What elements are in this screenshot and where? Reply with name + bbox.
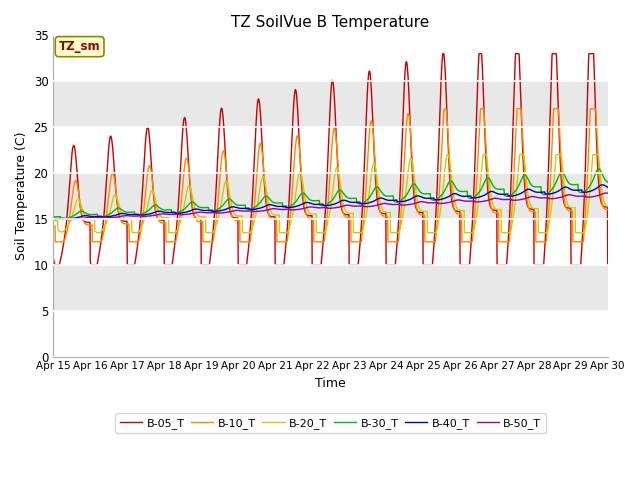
B-40_T — [49, 216, 57, 221]
Line: B-20_T: B-20_T — [53, 155, 608, 233]
B-10_T — [571, 239, 579, 245]
B-40_T — [62, 216, 70, 222]
B-10_T — [492, 210, 500, 216]
Line: B-10_T: B-10_T — [53, 109, 608, 242]
B-20_T — [359, 227, 367, 233]
B-10_T — [49, 223, 57, 229]
B-05_T — [347, 262, 355, 268]
Line: B-30_T: B-30_T — [53, 169, 608, 219]
B-50_T — [65, 216, 72, 222]
B-05_T — [571, 262, 579, 268]
B-50_T — [492, 195, 500, 201]
B-30_T — [570, 182, 578, 188]
B-30_T — [204, 204, 212, 210]
B-10_T — [556, 120, 563, 126]
B-05_T — [51, 262, 59, 268]
B-20_T — [571, 205, 579, 211]
B-30_T — [60, 216, 68, 222]
B-40_T — [492, 190, 500, 196]
B-10_T — [359, 226, 367, 232]
B-50_T — [204, 210, 212, 216]
B-20_T — [93, 230, 100, 236]
B-05_T — [49, 256, 57, 262]
B-50_T — [359, 203, 367, 209]
B-40_T — [555, 188, 563, 193]
B-05_T — [604, 262, 612, 268]
Bar — [53, 219, 608, 265]
B-40_T — [570, 187, 578, 193]
X-axis label: Time: Time — [315, 377, 346, 390]
Title: TZ SoilVue B Temperature: TZ SoilVue B Temperature — [232, 15, 429, 30]
B-40_T — [204, 207, 212, 213]
B-50_T — [555, 195, 563, 201]
Line: B-50_T: B-50_T — [53, 193, 608, 219]
B-30_T — [49, 214, 57, 220]
B-05_T — [359, 199, 367, 204]
Y-axis label: Soil Temperature (C): Soil Temperature (C) — [15, 132, 28, 260]
Bar — [53, 36, 608, 81]
B-20_T — [49, 218, 57, 224]
Bar — [53, 127, 608, 173]
B-50_T — [602, 190, 610, 196]
B-40_T — [598, 182, 606, 188]
B-20_T — [204, 230, 212, 236]
B-30_T — [492, 186, 500, 192]
B-30_T — [595, 166, 602, 172]
B-10_T — [347, 215, 355, 220]
B-20_T — [444, 152, 451, 157]
B-10_T — [440, 106, 448, 112]
Bar — [53, 311, 608, 357]
B-30_T — [604, 179, 612, 185]
B-40_T — [347, 199, 355, 205]
Line: B-40_T: B-40_T — [53, 185, 608, 219]
B-20_T — [347, 210, 355, 216]
B-50_T — [347, 203, 355, 208]
B-30_T — [555, 172, 563, 178]
Bar — [53, 173, 608, 219]
B-50_T — [604, 190, 612, 196]
B-50_T — [49, 216, 57, 222]
B-05_T — [204, 262, 212, 268]
Bar — [53, 81, 608, 127]
B-40_T — [359, 201, 367, 206]
B-40_T — [604, 184, 612, 190]
B-10_T — [51, 239, 59, 245]
B-20_T — [492, 206, 500, 212]
B-30_T — [359, 200, 367, 206]
B-20_T — [556, 152, 563, 157]
B-50_T — [570, 193, 578, 199]
Line: B-05_T: B-05_T — [53, 54, 608, 265]
Text: TZ_sm: TZ_sm — [59, 40, 100, 53]
B-05_T — [492, 207, 500, 213]
B-05_T — [439, 51, 447, 57]
B-10_T — [204, 239, 212, 245]
B-30_T — [347, 195, 355, 201]
Bar — [53, 265, 608, 311]
B-05_T — [556, 132, 563, 138]
B-20_T — [604, 204, 612, 209]
B-10_T — [604, 207, 612, 213]
Legend: B-05_T, B-10_T, B-20_T, B-30_T, B-40_T, B-50_T: B-05_T, B-10_T, B-20_T, B-30_T, B-40_T, … — [115, 413, 546, 433]
